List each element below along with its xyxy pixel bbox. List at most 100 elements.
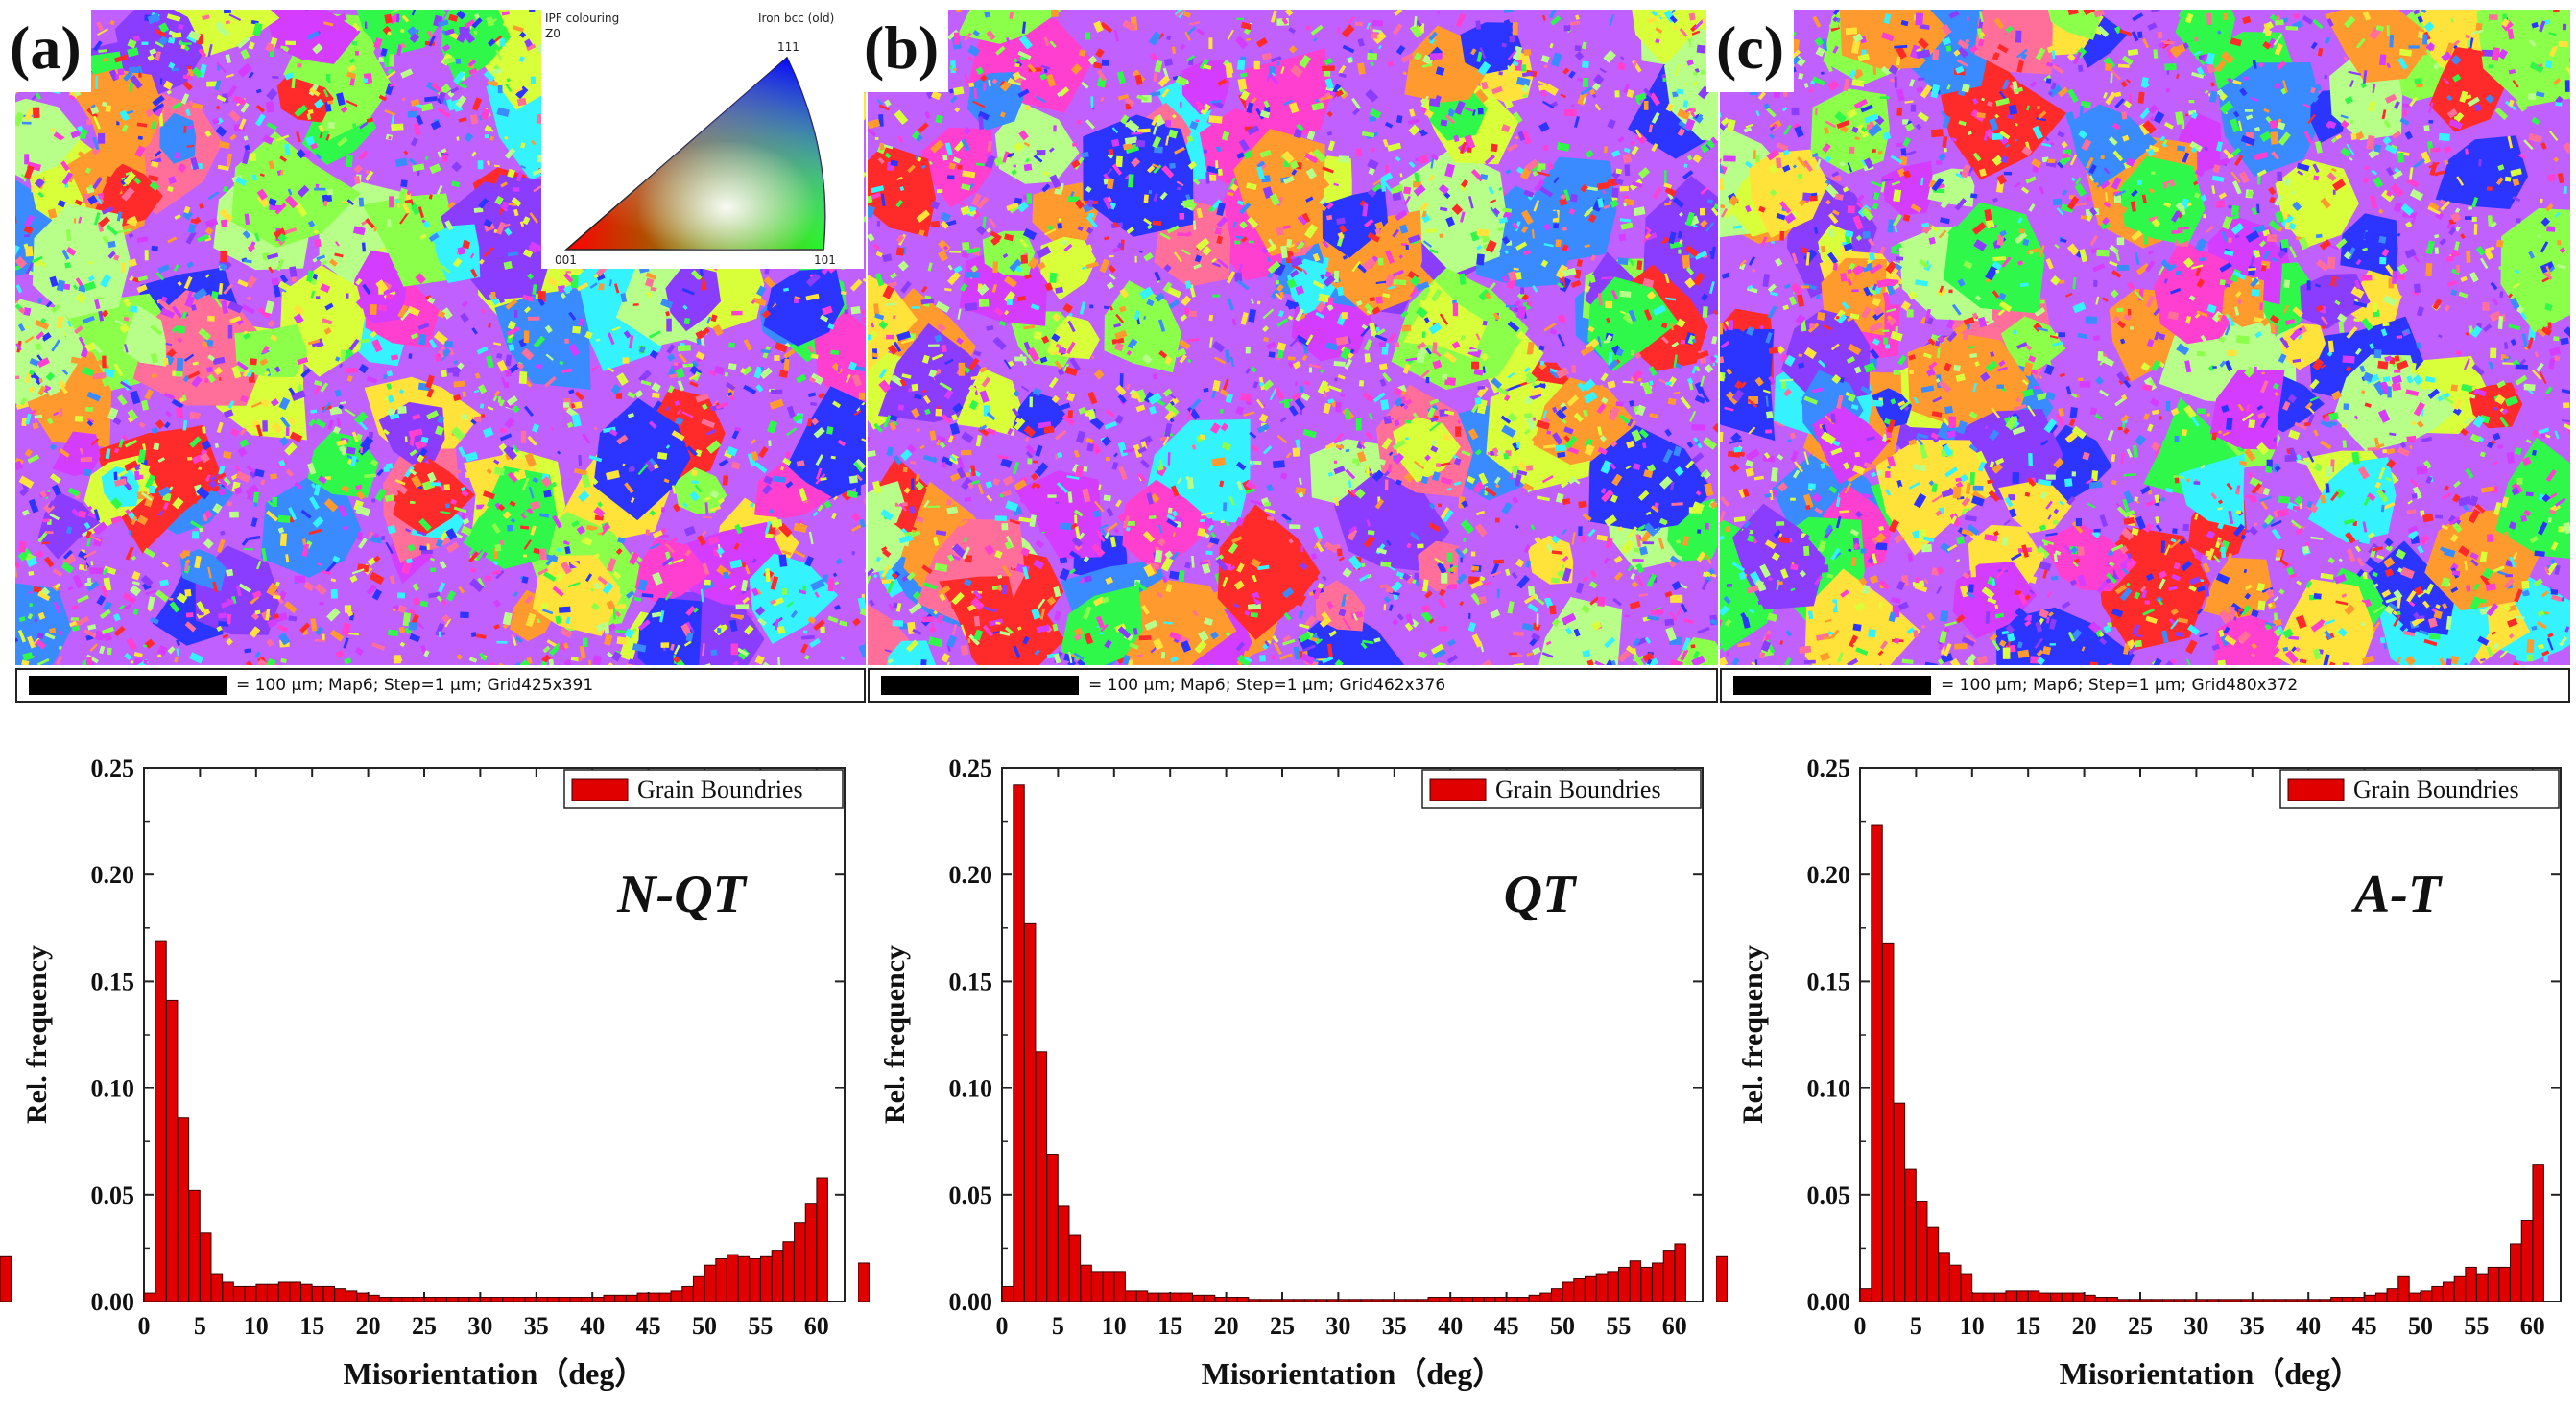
grain-fragment (457, 136, 460, 140)
grain-fragment (95, 76, 98, 89)
grain-fragment (1366, 465, 1370, 477)
grain-fragment (523, 555, 527, 558)
grain-fragment (383, 374, 387, 378)
grain-fragment (1037, 150, 1046, 155)
grain-fragment (731, 311, 742, 316)
grain-fragment (768, 441, 771, 447)
grain-fragment (1379, 342, 1386, 347)
grain-fragment (1195, 119, 1199, 122)
grain-fragment (1625, 164, 1631, 176)
grain-fragment (1212, 295, 1220, 298)
grain-fragment (365, 22, 368, 29)
grain-fragment (1582, 61, 1589, 69)
grain-fragment (1339, 155, 1349, 162)
grain-fragment (229, 512, 239, 518)
grain-fragment (983, 83, 986, 91)
grain-fragment (912, 384, 918, 392)
grain-fragment (458, 470, 461, 473)
grain-fragment (430, 567, 436, 572)
grain-fragment (319, 602, 323, 606)
grain-fragment (107, 241, 115, 248)
grain-fragment (1273, 460, 1285, 468)
grain-fragment (141, 42, 148, 46)
grain-fragment (63, 284, 70, 290)
grain-fragment (387, 370, 393, 376)
grain-fragment (1104, 494, 1111, 501)
grain-fragment (1619, 291, 1631, 298)
ipf-vertex-001: 001 (555, 253, 577, 267)
grain-fragment (199, 528, 203, 533)
grain-fragment (355, 51, 359, 56)
grain-fragment (1161, 652, 1165, 659)
grain-fragment (221, 219, 227, 227)
grain-fragment (1334, 378, 1337, 382)
grain-fragment (1506, 305, 1515, 307)
grain-fragment (1671, 502, 1682, 506)
grain-fragment (541, 603, 548, 609)
grain-fragment (1205, 172, 1209, 183)
grain-fragment (922, 616, 935, 622)
grain-fragment (875, 137, 879, 140)
grain-fragment (346, 368, 358, 373)
grain-fragment (441, 370, 447, 377)
grain-fragment (181, 42, 192, 44)
grain-fragment (1368, 530, 1375, 535)
grain-fragment (1516, 442, 1519, 448)
grain-fragment (485, 575, 490, 581)
grain-fragment (485, 134, 489, 138)
grain-fragment (942, 155, 947, 160)
grain-fragment (1327, 297, 1333, 305)
grain-fragment (295, 576, 305, 583)
grain-fragment (514, 310, 517, 318)
grain-fragment (1139, 635, 1152, 640)
grain-fragment (478, 160, 484, 169)
grain-fragment (1664, 619, 1674, 626)
grain-fragment (1030, 397, 1033, 408)
grain-fragment (986, 154, 990, 157)
grain-fragment (297, 63, 301, 68)
grain-fragment (1642, 541, 1654, 544)
grain-fragment (465, 472, 473, 478)
grain-fragment (394, 495, 400, 501)
grain-fragment (1342, 312, 1348, 319)
grain-fragment (1526, 465, 1533, 470)
grain-fragment (1682, 255, 1691, 269)
grain-fragment (1237, 60, 1246, 70)
grain-fragment (1249, 241, 1254, 244)
grain-fragment (409, 622, 418, 630)
grain-fragment (1085, 33, 1090, 40)
grain-fragment (1215, 160, 1219, 168)
grain-fragment (598, 283, 604, 290)
grain-fragment (188, 169, 195, 179)
grain-fragment (1168, 452, 1171, 466)
grain-fragment (1700, 208, 1705, 215)
grain-fragment (175, 152, 180, 158)
grain-fragment (1135, 256, 1137, 263)
grain-fragment (88, 261, 93, 263)
grain-fragment (490, 292, 495, 299)
grain-fragment (1177, 232, 1189, 236)
grain-fragment (369, 432, 373, 439)
grain-fragment (572, 326, 581, 334)
grain-fragment (363, 78, 368, 83)
grain-fragment (736, 604, 750, 609)
grain-fragment (1302, 574, 1306, 581)
grain-fragment (886, 335, 894, 340)
grain-fragment (107, 648, 111, 656)
grain-fragment (1691, 38, 1697, 46)
grain-fragment (1269, 351, 1276, 358)
grain-fragment (1583, 78, 1588, 87)
grain-fragment (265, 517, 272, 520)
scale-bar-text: = 100 µm; Map6; Step=1 µm; Grid425x391 (236, 676, 593, 695)
grain-fragment (1324, 71, 1330, 77)
grain-fragment (250, 358, 257, 365)
ipf-color-key: IPF colouring Z0 Iron bcc (old) (541, 10, 864, 269)
grain-fragment (1578, 526, 1582, 536)
grain-fragment (28, 571, 34, 576)
grain-fragment (81, 457, 93, 462)
ebsd-panel-a: (a) = 100 µm; Map6; Step=1 µm; Grid425x3… (15, 10, 866, 703)
grain-fragment (1226, 70, 1232, 78)
grain-fragment (272, 497, 277, 507)
grain-fragment (471, 632, 477, 637)
grain-fragment (1617, 257, 1628, 265)
